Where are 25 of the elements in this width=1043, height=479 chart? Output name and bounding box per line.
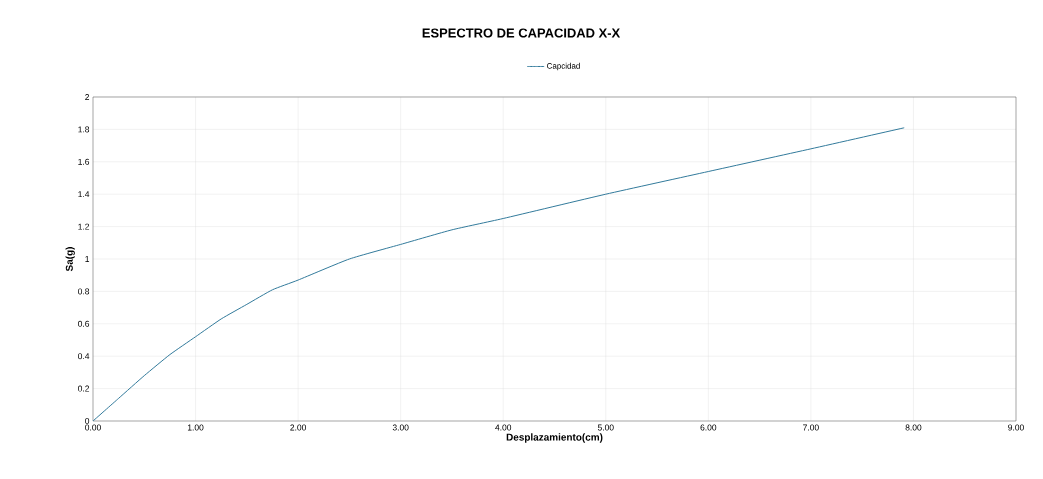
x-tick-label: 4.00 <box>495 424 512 431</box>
y-tick-label: 1.8 <box>78 126 90 133</box>
y-tick-label: 1.4 <box>78 191 90 198</box>
y-tick-label: 0.4 <box>78 353 90 360</box>
y-tick-label: 1 <box>85 256 90 262</box>
chart-title: ESPECTRO DE CAPACIDAD X-X <box>422 28 621 38</box>
line-series <box>93 127 905 421</box>
x-tick-label: 0.00 <box>85 424 101 431</box>
x-tick-label: 9.00 <box>1008 424 1024 431</box>
y-tick-label: 0.6 <box>78 320 90 327</box>
y-tick-label: 0.8 <box>78 288 90 295</box>
y-tick-label: 2 <box>85 94 90 100</box>
y-tick-label: 1.6 <box>78 158 90 165</box>
x-tick-label: 6.00 <box>700 424 717 431</box>
x-tick-label: 2.00 <box>290 424 307 431</box>
x-tick-label: 3.00 <box>392 424 409 431</box>
y-axis-title: Sa(g) <box>65 247 75 272</box>
y-tick-label: 0.2 <box>78 385 90 392</box>
x-tick-label: 7.00 <box>803 424 819 431</box>
x-tick-label: 5.00 <box>597 424 614 431</box>
y-tick-label: 0 <box>85 418 90 424</box>
x-tick-label: 1.00 <box>187 424 204 431</box>
y-tick-label: 1.2 <box>78 223 90 230</box>
x-axis-title: Desplazamiento(cm) <box>506 433 603 443</box>
x-tick-label: 8.00 <box>905 424 922 431</box>
